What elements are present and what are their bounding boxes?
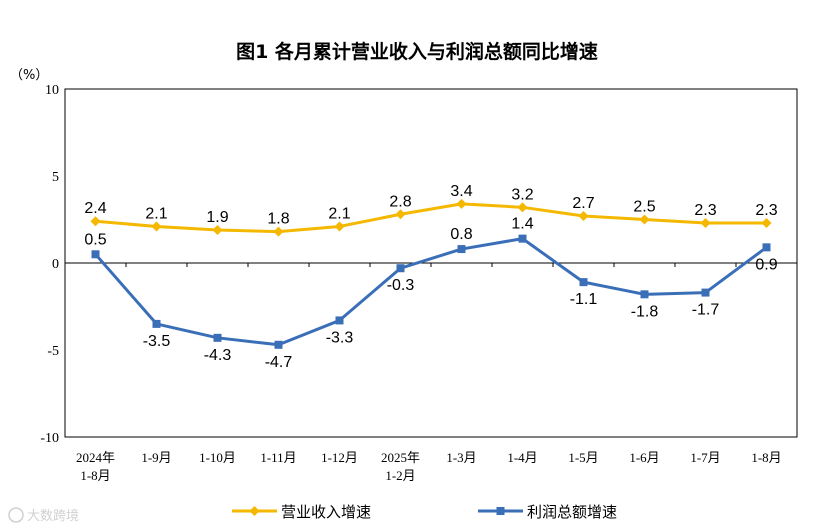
x-tick-label: 1-5月 [568,450,598,465]
watermark-text: 大数跨境 [27,509,79,524]
data-label-revenue: 2.3 [694,202,716,219]
data-point-revenue [761,217,772,228]
x-tick-label: 1-7月 [690,450,720,465]
data-label-revenue: 2.8 [389,193,411,210]
data-point-profit [91,250,100,259]
legend: 营业收入增速 利润总额增速 [232,503,617,521]
data-label-revenue: 3.4 [450,183,472,200]
legend-marker-revenue [249,506,260,516]
data-label-profit: -4.7 [265,354,293,371]
data-label-revenue: 2.1 [145,205,167,222]
data-label-profit: -1.7 [692,302,720,319]
data-label-revenue: 2.4 [84,200,106,217]
data-point-profit [640,290,649,299]
data-label-revenue: 2.7 [572,195,594,212]
x-tick-label: 1-3月 [446,450,476,465]
y-axis-unit: （%） [10,68,48,83]
x-tick-label: 1-12月 [321,450,358,465]
data-point-revenue [639,214,650,225]
x-tick-label: 1-11月 [260,450,296,465]
data-point-revenue [395,209,406,220]
data-point-profit [213,333,222,342]
data-point-profit [762,243,771,252]
y-tick-label: 0 [52,257,59,272]
data-label-revenue: 2.3 [755,202,777,219]
data-point-revenue [151,221,162,232]
data-label-profit: -0.3 [387,277,415,294]
data-point-revenue [700,217,711,228]
chart-title: 图1 各月累计营业收入与利润总额同比增速 [236,40,598,63]
data-label-profit: -3.5 [143,333,171,350]
data-point-profit [396,264,405,273]
data-point-profit [701,288,710,297]
data-label-profit: -1.8 [631,303,659,320]
series-line-profit [94,237,768,347]
data-label-revenue: 2.1 [328,205,350,222]
legend-label-revenue: 营业收入增速 [281,503,371,521]
data-label-revenue: 1.9 [206,209,228,226]
legend-marker-profit [496,507,505,515]
y-tick-label: 5 [52,170,59,185]
data-label-profit: -3.3 [326,329,354,346]
data-label-revenue: 3.2 [511,186,533,203]
data-point-profit [518,234,527,243]
x-tick-label: 1-9月 [141,450,171,465]
data-point-profit [274,340,283,349]
data-label-profit: 0.8 [450,226,472,243]
x-tick-label: 1-6月 [629,450,659,465]
data-point-profit [152,319,161,328]
x-tick-label: 1-8月 [751,450,781,465]
watermark-logo-icon [8,507,24,523]
x-tick-label: 1-10月 [199,450,236,465]
data-label-revenue: 2.5 [633,199,655,216]
data-label-profit: 0.5 [84,231,106,248]
series-line-revenue [95,202,767,234]
y-tick-label: -5 [47,344,59,359]
data-label-profit: -4.3 [204,347,232,364]
x-tick-label: 1-4月 [507,450,537,465]
data-point-profit [335,316,344,325]
watermark: 大数跨境 [8,507,79,524]
legend-label-profit: 利润总额增速 [527,503,617,521]
data-label-profit: 0.9 [755,256,777,273]
data-label-profit: 1.4 [511,216,533,233]
x-tick-label: 2024年 1-8月 [76,450,115,483]
data-point-revenue [273,226,284,237]
data-point-revenue [456,198,467,209]
x-tick-label: 2025年 1-2月 [381,450,420,483]
data-point-revenue [578,211,589,222]
data-label-profit: -1.1 [570,291,598,308]
data-point-profit [457,245,466,254]
y-tick-label: 10 [45,83,59,98]
y-tick-label: -10 [40,431,59,446]
data-point-revenue [334,221,345,232]
data-point-profit [579,278,588,287]
data-point-revenue [212,224,223,235]
data-point-revenue [90,216,101,227]
data-label-revenue: 1.8 [267,211,289,228]
data-point-revenue [517,202,528,213]
